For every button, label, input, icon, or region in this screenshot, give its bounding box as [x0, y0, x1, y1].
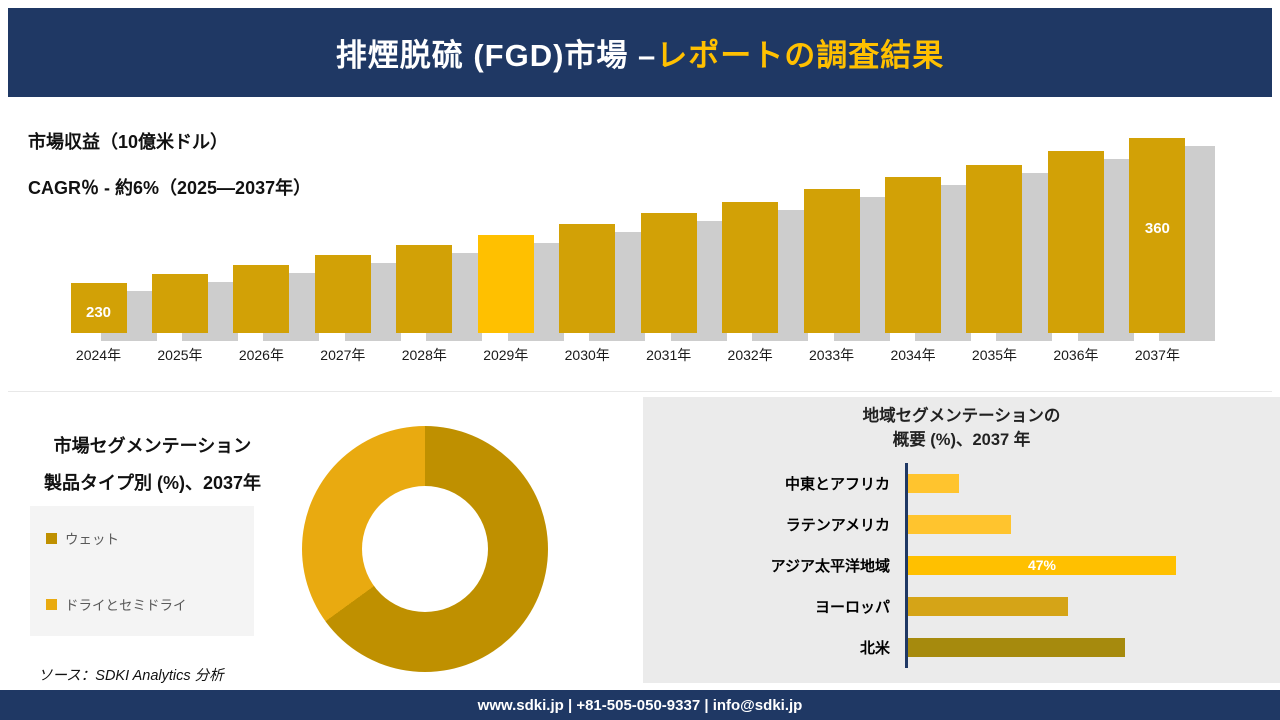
- revenue-chart-title: 市場収益（10億米ドル）: [28, 132, 229, 152]
- page-title-accent: レポートの調査結果: [656, 38, 945, 73]
- legend-label-wet: ウェット: [65, 532, 119, 547]
- revenue-bar-cell: [302, 138, 401, 341]
- revenue-x-label: 2030年: [564, 347, 610, 363]
- revenue-xlabels: 2024年 2025年 2026年 2027年 2028年 2029年 2030年 2031年…: [58, 345, 1198, 365]
- segmentation-title: 市場セグメンテーション 製品タイプ別 (%)、2037年: [5, 428, 300, 502]
- revenue-bar-cell: [1035, 138, 1134, 341]
- region-bar-北米: [908, 637, 1125, 657]
- revenue-bar-cell: [628, 138, 727, 341]
- revenue-x-label: 2031年: [646, 347, 692, 363]
- revenue-x-label: 2027年: [320, 347, 366, 363]
- section-divider: [8, 391, 1272, 392]
- revenue-bar-2032年: [722, 202, 809, 341]
- header: 排煙脱硫 (FGD)市場 –レポートの調査結果: [8, 8, 1272, 97]
- source-note: ソース：SDKI Analytics 分析: [38, 668, 224, 684]
- region-label: 北米: [859, 639, 890, 657]
- revenue-bar-2030年: [559, 224, 646, 341]
- footer-contact: www.sdki.jp | +81-505-050-9337 | info@sd…: [477, 696, 803, 714]
- revenue-x-label: 2033年: [809, 347, 855, 363]
- revenue-bars: 230 360: [58, 138, 1216, 341]
- revenue-x-label: 2035年: [971, 347, 1018, 363]
- revenue-bar-2024年: 230: [70, 283, 157, 341]
- revenue-x-label: 2029年: [483, 347, 529, 363]
- legend-label-dry: ドライとセミドライ: [65, 598, 187, 613]
- revenue-bar-cell: [791, 138, 890, 341]
- revenue-bar-2026年: [233, 265, 320, 341]
- donut-chart: [302, 426, 548, 672]
- region-bar-ラテンアメリカ: [908, 514, 1011, 534]
- revenue-bar-cell: [384, 138, 483, 341]
- revenue-bar-cell: [139, 138, 238, 341]
- region-row: 北米: [643, 626, 1280, 668]
- region-bar-アジア太平洋地域: 47%: [908, 555, 1176, 575]
- region-label: 中東とアフリカ: [784, 475, 890, 493]
- revenue-bar-cell: [547, 138, 646, 341]
- revenue-x-label: 2025年: [157, 347, 203, 363]
- region-row: 中東とアフリカ: [643, 462, 1280, 504]
- revenue-bar-2029年: [477, 235, 564, 341]
- revenue-bar-chart: 230 360: [58, 138, 1216, 341]
- region-row: ヨーロッパ: [643, 585, 1280, 627]
- revenue-bar-2028年: [396, 245, 483, 341]
- legend-swatch-wet: [46, 532, 57, 544]
- revenue-bar-cell: [873, 138, 972, 341]
- revenue-x-label: 2028年: [401, 347, 447, 363]
- region-title-line1: 地域セグメンテーションの: [862, 407, 1061, 425]
- page-title-main: 排煙脱硫 (FGD)市場 –: [335, 38, 657, 73]
- region-chart-title: 地域セグメンテーションの 概要 (%)、2037 年: [643, 405, 1280, 453]
- revenue-bar-value: 230: [85, 304, 112, 321]
- revenue-bar-2035年: [966, 165, 1053, 341]
- region-bar-ヨーロッパ: [908, 596, 1068, 616]
- region-axis-track: [905, 462, 1280, 504]
- segmentation-title-line2: 製品タイプ別 (%)、2037年: [43, 473, 262, 493]
- revenue-x-label: 2026年: [238, 347, 284, 363]
- segmentation-title-line1: 市場セグメンテーション: [53, 436, 252, 456]
- revenue-bar-cell: [465, 138, 564, 341]
- revenue-x-label: 2024年: [75, 347, 122, 363]
- revenue-bar-2036年: [1047, 151, 1134, 341]
- region-axis-track: [905, 585, 1280, 627]
- revenue-x-label: 2037年: [1134, 347, 1180, 363]
- revenue-bar-cell: 230: [58, 138, 157, 341]
- revenue-bar-2037年: 360: [1129, 138, 1216, 341]
- region-bar-value: 47%: [1027, 556, 1057, 573]
- region-bar-中東とアフリカ: [908, 473, 959, 493]
- region-label: ヨーロッパ: [814, 598, 890, 616]
- region-label: ラテンアメリカ: [785, 516, 890, 534]
- region-title-line2: 概要 (%)、2037 年: [892, 430, 1031, 449]
- revenue-bar-2033年: [803, 189, 890, 341]
- revenue-x-label: 2034年: [890, 347, 936, 363]
- revenue-bar-cell: 360: [1117, 138, 1216, 341]
- revenue-bar-2025年: [151, 274, 238, 341]
- page-title: 排煙脱硫 (FGD)市場 –レポートの調査結果: [336, 30, 945, 75]
- region-axis-track: 47%: [905, 544, 1280, 586]
- legend-item-wet: ウェット: [46, 528, 254, 548]
- legend-swatch-dry: [46, 598, 57, 610]
- footer: www.sdki.jp | +81-505-050-9337 | info@sd…: [0, 690, 1280, 720]
- revenue-bar-cell: [710, 138, 809, 341]
- donut-legend: ウェット ドライとセミドライ: [30, 506, 254, 636]
- region-label: アジア太平洋地域: [770, 557, 890, 575]
- legend-item-dry: ドライとセミドライ: [46, 594, 254, 614]
- revenue-bar-cell: [221, 138, 320, 341]
- region-bars: 中東とアフリカ ラテンアメリカアジア太平洋地域 47% ヨーロッパ北米: [643, 462, 1280, 668]
- revenue-x-label: 2032年: [727, 347, 773, 363]
- region-axis-track: [905, 626, 1280, 668]
- region-axis-track: [905, 503, 1280, 545]
- revenue-bar-value: 360: [1144, 219, 1170, 237]
- region-segmentation-section: 地域セグメンテーションの 概要 (%)、2037 年 中東とアフリカ ラテンアメリ…: [643, 397, 1280, 683]
- revenue-chart-cagr: CAGR％ - 約6%（2025―2037年）: [28, 178, 312, 198]
- revenue-x-label: 2036年: [1053, 347, 1099, 363]
- revenue-bar-2034年: [885, 177, 972, 341]
- revenue-bar-2027年: [314, 255, 401, 341]
- revenue-bar-2031年: [640, 213, 727, 341]
- revenue-bar-cell: [954, 138, 1053, 341]
- region-row: ラテンアメリカ: [643, 503, 1280, 545]
- region-row: アジア太平洋地域 47%: [643, 544, 1280, 586]
